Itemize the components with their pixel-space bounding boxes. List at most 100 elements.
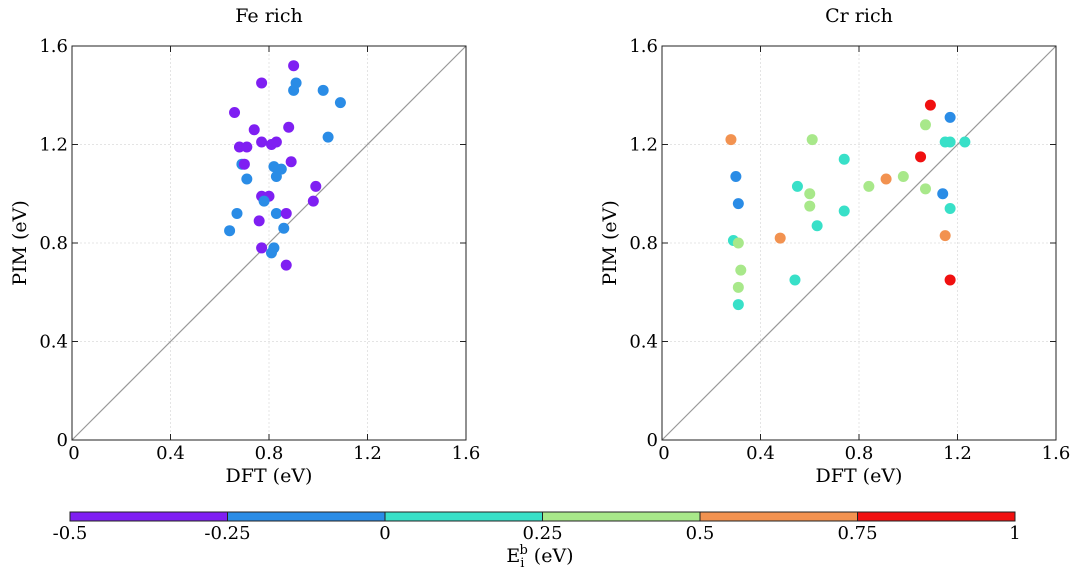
- colorbar: -0.5 -0.25 0 0.25 0.5 0.75 1 Eib (eV): [53, 511, 1021, 571]
- data-point: [256, 77, 268, 89]
- colorbar-bin: [700, 512, 858, 521]
- colorbar-tick-label: 1: [1009, 523, 1020, 544]
- colorbar-label: Eib (eV): [506, 543, 573, 571]
- data-point: [806, 134, 818, 146]
- data-point: [280, 207, 292, 219]
- data-point: [915, 151, 927, 163]
- y-tick-label: 1.2: [629, 135, 658, 156]
- data-point: [241, 173, 253, 185]
- data-point: [897, 171, 909, 183]
- data-point: [804, 200, 816, 212]
- data-point: [288, 84, 300, 96]
- reference-line: [661, 45, 1057, 441]
- x-tick-label: 0.8: [845, 443, 874, 464]
- colorbar-tick-label: 0.5: [686, 523, 715, 544]
- data-point: [732, 237, 744, 249]
- data-point: [735, 264, 747, 276]
- data-point: [241, 141, 253, 153]
- data-point: [732, 198, 744, 210]
- y-tick-label: 0.8: [39, 233, 68, 254]
- data-point: [307, 195, 319, 207]
- x-tick-label: 1.2: [943, 443, 972, 464]
- x-tick-label: 1.6: [1042, 443, 1071, 464]
- colorbar-tick-label: 0.25: [522, 523, 562, 544]
- x-axis-label: DFT (eV): [816, 465, 903, 487]
- data-point: [811, 220, 823, 232]
- data-point: [944, 203, 956, 215]
- data-point: [238, 158, 250, 170]
- colorbar-label-sup: b: [519, 543, 527, 558]
- data-point: [880, 173, 892, 185]
- data-point: [334, 97, 346, 109]
- chart-title: Cr rich: [825, 5, 893, 27]
- data-point: [774, 232, 786, 244]
- data-point: [270, 207, 282, 219]
- data-point: [317, 84, 329, 96]
- x-axis-label: DFT (eV): [226, 465, 313, 487]
- colorbar-tick-label: -0.25: [204, 523, 250, 544]
- data-point: [256, 136, 268, 148]
- data-point: [959, 136, 971, 148]
- data-point: [732, 299, 744, 311]
- data-point: [231, 207, 243, 219]
- colorbar-bin: [857, 512, 1015, 521]
- data-point: [939, 230, 951, 242]
- colorbar-label-main: E: [506, 545, 520, 567]
- colorbar-bin: [542, 512, 700, 521]
- data-point: [224, 225, 236, 237]
- data-point: [270, 171, 282, 183]
- data-point: [270, 136, 282, 148]
- colorbar-tick-label: -0.5: [53, 523, 88, 544]
- x-tick-label: 0.8: [255, 443, 284, 464]
- y-tick-label: 1.2: [39, 135, 68, 156]
- data-point: [732, 281, 744, 293]
- colorbar-tick-label: 0.75: [837, 523, 877, 544]
- x-tick-label: 1.2: [353, 443, 382, 464]
- x-tick-label: 0.4: [746, 443, 775, 464]
- y-tick-label: 0.4: [39, 332, 68, 353]
- y-tick-label: 1.6: [39, 36, 68, 57]
- y-axis-label: PIM (eV): [9, 200, 31, 286]
- y-tick-label: 0: [647, 430, 658, 451]
- x-tick-label: 1.6: [452, 443, 481, 464]
- colorbar-label-unit: (eV): [528, 545, 574, 567]
- data-point: [838, 205, 850, 217]
- data-point: [791, 180, 803, 192]
- y-tick-label: 0.8: [629, 233, 658, 254]
- data-point: [248, 124, 260, 136]
- data-point: [944, 136, 956, 148]
- colorbar-bin: [227, 512, 385, 521]
- data-point: [322, 131, 334, 143]
- data-point: [278, 222, 290, 234]
- data-point: [804, 188, 816, 200]
- data-point: [725, 134, 737, 146]
- data-point: [944, 274, 956, 286]
- data-point: [285, 156, 297, 168]
- data-point: [256, 242, 268, 254]
- fe-rich-panel: 0 0.4 0.8 1.2 1.6 0 0.4 0.8 1.2 1.6 Fe rich DFT (eV…: [9, 5, 480, 487]
- data-point: [789, 274, 801, 286]
- chart-title: Fe rich: [235, 5, 302, 27]
- data-point: [288, 60, 300, 72]
- data-point: [838, 153, 850, 165]
- colorbar-label-sub: i: [520, 556, 524, 571]
- y-tick-label: 0: [57, 430, 68, 451]
- data-point: [280, 259, 292, 271]
- colorbar-bin: [70, 512, 228, 521]
- data-point: [730, 171, 742, 183]
- data-point: [265, 247, 277, 259]
- data-point: [919, 183, 931, 195]
- y-tick-label: 0.4: [629, 332, 658, 353]
- colorbar-tick-label: 0: [379, 523, 390, 544]
- x-tick-label: 0: [68, 443, 79, 464]
- data-point: [924, 99, 936, 111]
- cr-rich-panel: 0 0.4 0.8 1.2 1.6 0 0.4 0.8 1.2 1.6 Cr rich DFT (eV…: [599, 5, 1070, 487]
- data-point: [253, 215, 265, 227]
- data-point: [937, 188, 949, 200]
- colorbar-bin: [385, 512, 543, 521]
- y-axis-label: PIM (eV): [599, 200, 621, 286]
- data-point: [283, 121, 295, 133]
- data-point: [919, 119, 931, 131]
- x-tick-label: 0.4: [156, 443, 185, 464]
